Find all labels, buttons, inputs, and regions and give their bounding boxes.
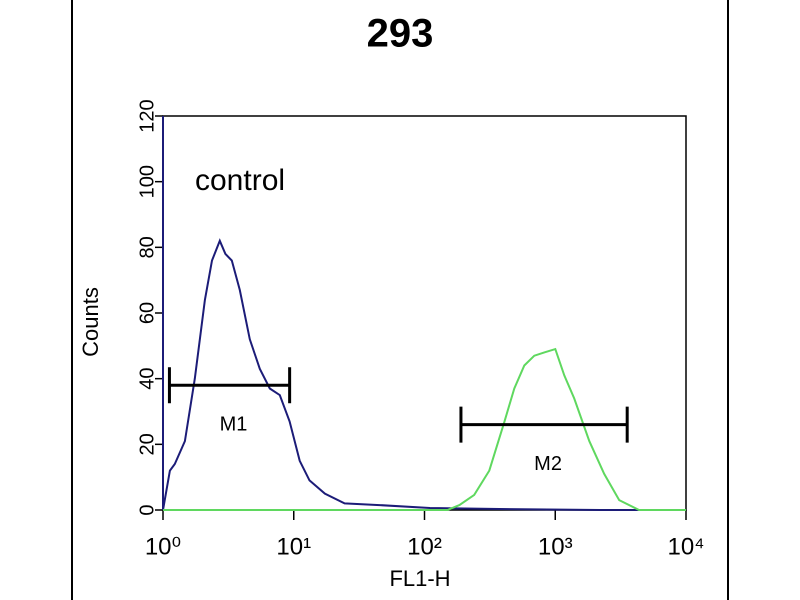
y-tick-label: 100: [136, 165, 158, 198]
gate-label: M2: [534, 453, 562, 475]
y-tick-label: 60: [136, 302, 158, 324]
x-tick-label: 10³: [538, 533, 573, 560]
x-tick-label: 10²: [407, 533, 442, 560]
y-tick-label: 20: [136, 433, 158, 455]
gate-label: M1: [220, 414, 248, 436]
gate-marker: [459, 406, 629, 443]
annotation: control: [195, 164, 285, 197]
y-axis-label: Counts: [78, 287, 103, 357]
x-tick-label: 10¹: [276, 533, 311, 560]
y-tick-label: 40: [136, 368, 158, 390]
x-tick-label: 10⁴: [667, 533, 704, 560]
y-tick-label: 80: [136, 236, 158, 258]
x-axis-label: FL1-H: [389, 566, 450, 591]
x-tick-label: 10⁰: [145, 533, 181, 560]
series-line: [162, 116, 686, 511]
y-tick-label: 0: [136, 504, 158, 515]
y-tick-label: 120: [136, 99, 158, 132]
chart-title: 293: [367, 12, 434, 56]
series-line: [163, 347, 686, 511]
gate-marker: [167, 367, 292, 404]
